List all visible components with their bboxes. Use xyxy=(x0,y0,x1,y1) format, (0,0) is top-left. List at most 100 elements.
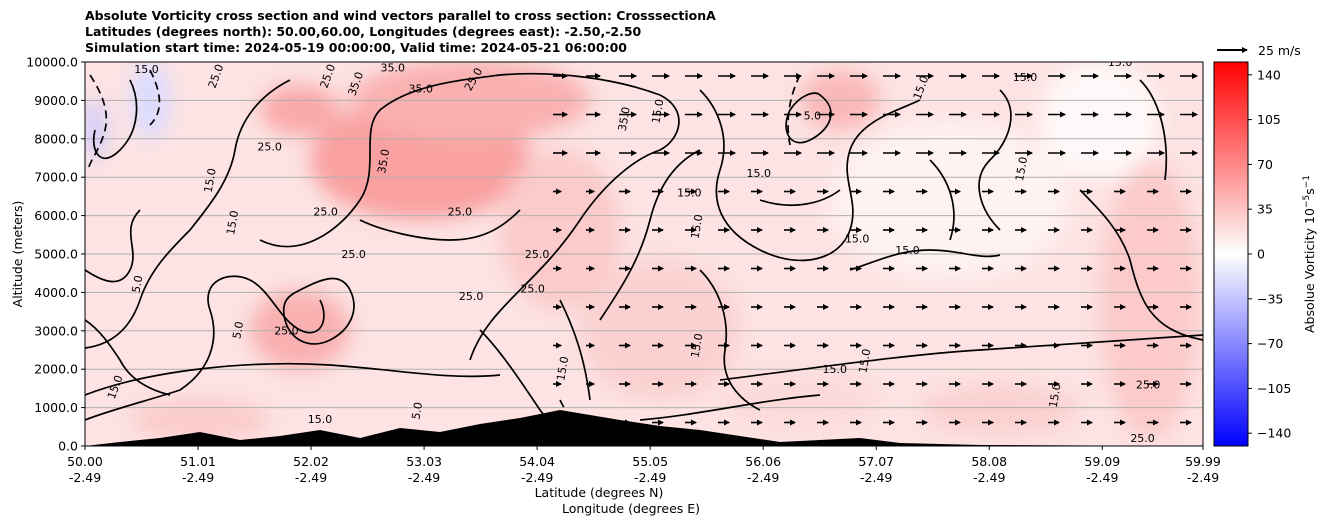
y-tick-label: 1000.0 xyxy=(34,400,78,415)
colorbar-tick-label: 140 xyxy=(1257,67,1281,82)
terrain-fill xyxy=(85,410,1203,446)
contour-label: 25.0 xyxy=(257,140,282,153)
contour-line xyxy=(85,209,141,283)
contour-label: 15.0 xyxy=(1108,56,1133,69)
contour-label: 15.0 xyxy=(823,363,848,376)
contour-label: 15.0 xyxy=(845,232,870,245)
contour-label: 15.0 xyxy=(895,244,920,257)
contour-label: 25.0 xyxy=(341,248,366,261)
x-axis-label-lat: Latitude (degrees N) xyxy=(535,485,664,500)
contour-line-negative xyxy=(787,74,801,146)
y-axis: 0.0 1000.0 2000.0 3000.0 4000.0 5000.0 6000.0 7… xyxy=(26,55,85,454)
title-line-3: Simulation start time: 2024-05-19 00:00:… xyxy=(85,40,627,55)
contour-line xyxy=(85,319,171,396)
contour-line xyxy=(85,79,291,349)
grid-lines xyxy=(85,62,1203,446)
title-line-2: Latitudes (degrees north): 50.00,60.00, … xyxy=(85,24,642,39)
contour-label: 5.0 xyxy=(804,110,822,123)
colorbar-ticks: 140 105 70 35 0 −35 −70 −105 −140 xyxy=(1248,67,1291,441)
y-tick-label: 8000.0 xyxy=(34,131,78,146)
colorbar-tick-label: 70 xyxy=(1257,157,1273,172)
x-tick-label-lon: -2.49 xyxy=(182,470,214,485)
contour-label: 15.0 xyxy=(224,209,241,235)
x-tick-label-lon: -2.49 xyxy=(521,470,553,485)
contour-label: 15.0 xyxy=(856,348,873,374)
x-tick-label-lon: -2.49 xyxy=(634,470,666,485)
contour-line xyxy=(639,394,821,421)
x-tick-label-lat: 59.99 xyxy=(1185,454,1221,469)
contour-line xyxy=(719,334,1203,381)
contour-label: 15.0 xyxy=(308,413,333,426)
contour-line xyxy=(359,209,521,241)
contour-label: 35.0 xyxy=(375,148,392,174)
x-tick-label-lon: -2.49 xyxy=(1187,470,1219,485)
field-blob xyxy=(350,62,590,140)
vorticity-field xyxy=(85,62,1200,440)
colorbar-tick-label: −70 xyxy=(1257,336,1283,351)
x-tick-label-lat: 58.08 xyxy=(971,454,1007,469)
field-blob xyxy=(580,260,740,400)
contour-line-negative xyxy=(87,74,108,171)
contour-line xyxy=(759,189,841,206)
y-tick-label: 5000.0 xyxy=(34,247,78,262)
contour-lines xyxy=(85,69,1203,446)
contour-labels: 15.0 25.0 25.0 35.035.0 25.035.035.025.015.0… xyxy=(105,56,1161,445)
colorbar xyxy=(1213,61,1249,447)
y-axis-label: Altitude (meters) xyxy=(10,201,25,308)
contour-label: 15.0 xyxy=(689,332,706,358)
contour-line xyxy=(1139,79,1168,181)
contour-line xyxy=(929,159,955,241)
x-tick-label-lon: -2.49 xyxy=(973,470,1005,485)
y-tick-label: 4000.0 xyxy=(34,285,78,300)
x-tick-label-lat: 57.07 xyxy=(858,454,894,469)
contour-label: 35.0 xyxy=(381,62,406,75)
contour-line xyxy=(92,79,138,159)
title-line-1: Absolute Vorticity cross section and win… xyxy=(85,8,716,23)
y-tick-label: 2000.0 xyxy=(34,362,78,377)
x-axis: 50.00-2.4951.01-2.4952.02-2.4953.03-2.49… xyxy=(67,446,1221,485)
field-blob xyxy=(130,400,270,440)
contour-label: 15.0 xyxy=(1047,382,1064,408)
x-tick-label-lat: 54.04 xyxy=(519,454,555,469)
contour-line xyxy=(559,299,591,401)
contour-label: 15.0 xyxy=(649,98,666,124)
colorbar-tick-label: 105 xyxy=(1257,112,1281,127)
y-tick-label: 3000.0 xyxy=(34,323,78,338)
colorbar-label: Absolue Vorticity 10−5s−1 xyxy=(1302,175,1317,333)
contour-label: 25.0 xyxy=(274,325,299,338)
colorbar-tick-label: 35 xyxy=(1257,202,1273,217)
contour-line xyxy=(282,277,355,345)
contour-label: 25.0 xyxy=(525,248,550,261)
x-tick-label-lat: 50.00 xyxy=(67,454,103,469)
contour-line xyxy=(699,89,921,262)
wind-vectors xyxy=(553,73,1198,426)
contour-line xyxy=(1079,189,1203,341)
x-tick-label-lon: -2.49 xyxy=(1086,470,1118,485)
y-tick-label: 7000.0 xyxy=(34,170,78,185)
x-tick-label-lon: -2.49 xyxy=(295,470,327,485)
x-tick-label-lon: -2.49 xyxy=(747,470,779,485)
y-tick-label: 6000.0 xyxy=(34,208,78,223)
contour-label: 35.0 xyxy=(616,106,633,132)
x-tick-label-lat: 53.03 xyxy=(406,454,442,469)
contour-label: 15.0 xyxy=(554,355,571,381)
field-blob xyxy=(1040,62,1160,180)
x-tick-label-lon: -2.49 xyxy=(69,470,101,485)
contour-label: 5.0 xyxy=(130,274,146,293)
x-tick-label-lat: 56.06 xyxy=(745,454,781,469)
contour-label: 15.0 xyxy=(202,167,219,193)
contour-line xyxy=(978,89,1012,231)
quiver-key-label: 25 m/s xyxy=(1258,43,1301,58)
colorbar-tick-label: −105 xyxy=(1257,381,1291,396)
x-tick-label-lat: 55.05 xyxy=(632,454,668,469)
contour-label: 25.0 xyxy=(1130,432,1155,445)
contour-label: 15.0 xyxy=(134,63,159,76)
contour-label: 15.0 xyxy=(677,186,702,199)
contour-line xyxy=(785,92,832,144)
contour-label: 15.0 xyxy=(1013,71,1038,84)
x-tick-label-lon: -2.49 xyxy=(860,470,892,485)
contour-label: 25.0 xyxy=(1136,378,1161,391)
contour-line xyxy=(599,149,701,321)
field-blob xyxy=(1100,160,1200,440)
